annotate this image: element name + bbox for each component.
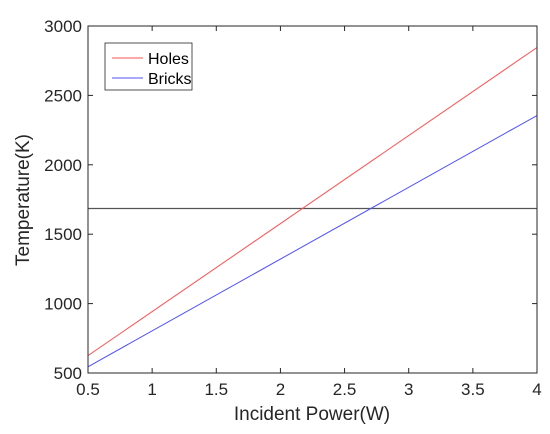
x-axis-label: Incident Power(W) xyxy=(234,404,390,425)
y-tick-label: 500 xyxy=(54,364,82,383)
y-tick-label: 3000 xyxy=(44,17,82,36)
y-tick-label: 2500 xyxy=(44,86,82,105)
y-axis-ticks: 500 1000 1500 2000 2500 3000 xyxy=(44,17,537,383)
plot-frame xyxy=(87,25,538,374)
legend-label-bricks: Bricks xyxy=(148,71,192,88)
x-tick-label: 1 xyxy=(147,380,156,399)
x-tick-label: 4 xyxy=(532,380,541,399)
series-line-holes xyxy=(87,47,538,357)
x-tick-label: 0.5 xyxy=(76,380,100,399)
y-axis-label: Temperature(K) xyxy=(13,134,34,266)
x-tick-label: 3 xyxy=(404,380,413,399)
x-axis-ticks: 0.5 1 1.5 2 2.5 3 3.5 4 xyxy=(76,26,542,399)
x-tick-label: 1.5 xyxy=(204,380,228,399)
x-tick-label: 2 xyxy=(276,380,285,399)
legend-label-holes: Holes xyxy=(148,51,189,68)
y-tick-label: 1000 xyxy=(44,295,82,314)
x-tick-label: 3.5 xyxy=(461,380,485,399)
y-tick-label: 2000 xyxy=(44,156,82,175)
series-group xyxy=(87,47,538,368)
series-line-bricks xyxy=(87,115,538,368)
legend-box xyxy=(104,42,193,91)
y-tick-label: 1500 xyxy=(44,225,82,244)
x-tick-label: 2.5 xyxy=(333,380,357,399)
legend: Holes Bricks xyxy=(104,42,193,91)
